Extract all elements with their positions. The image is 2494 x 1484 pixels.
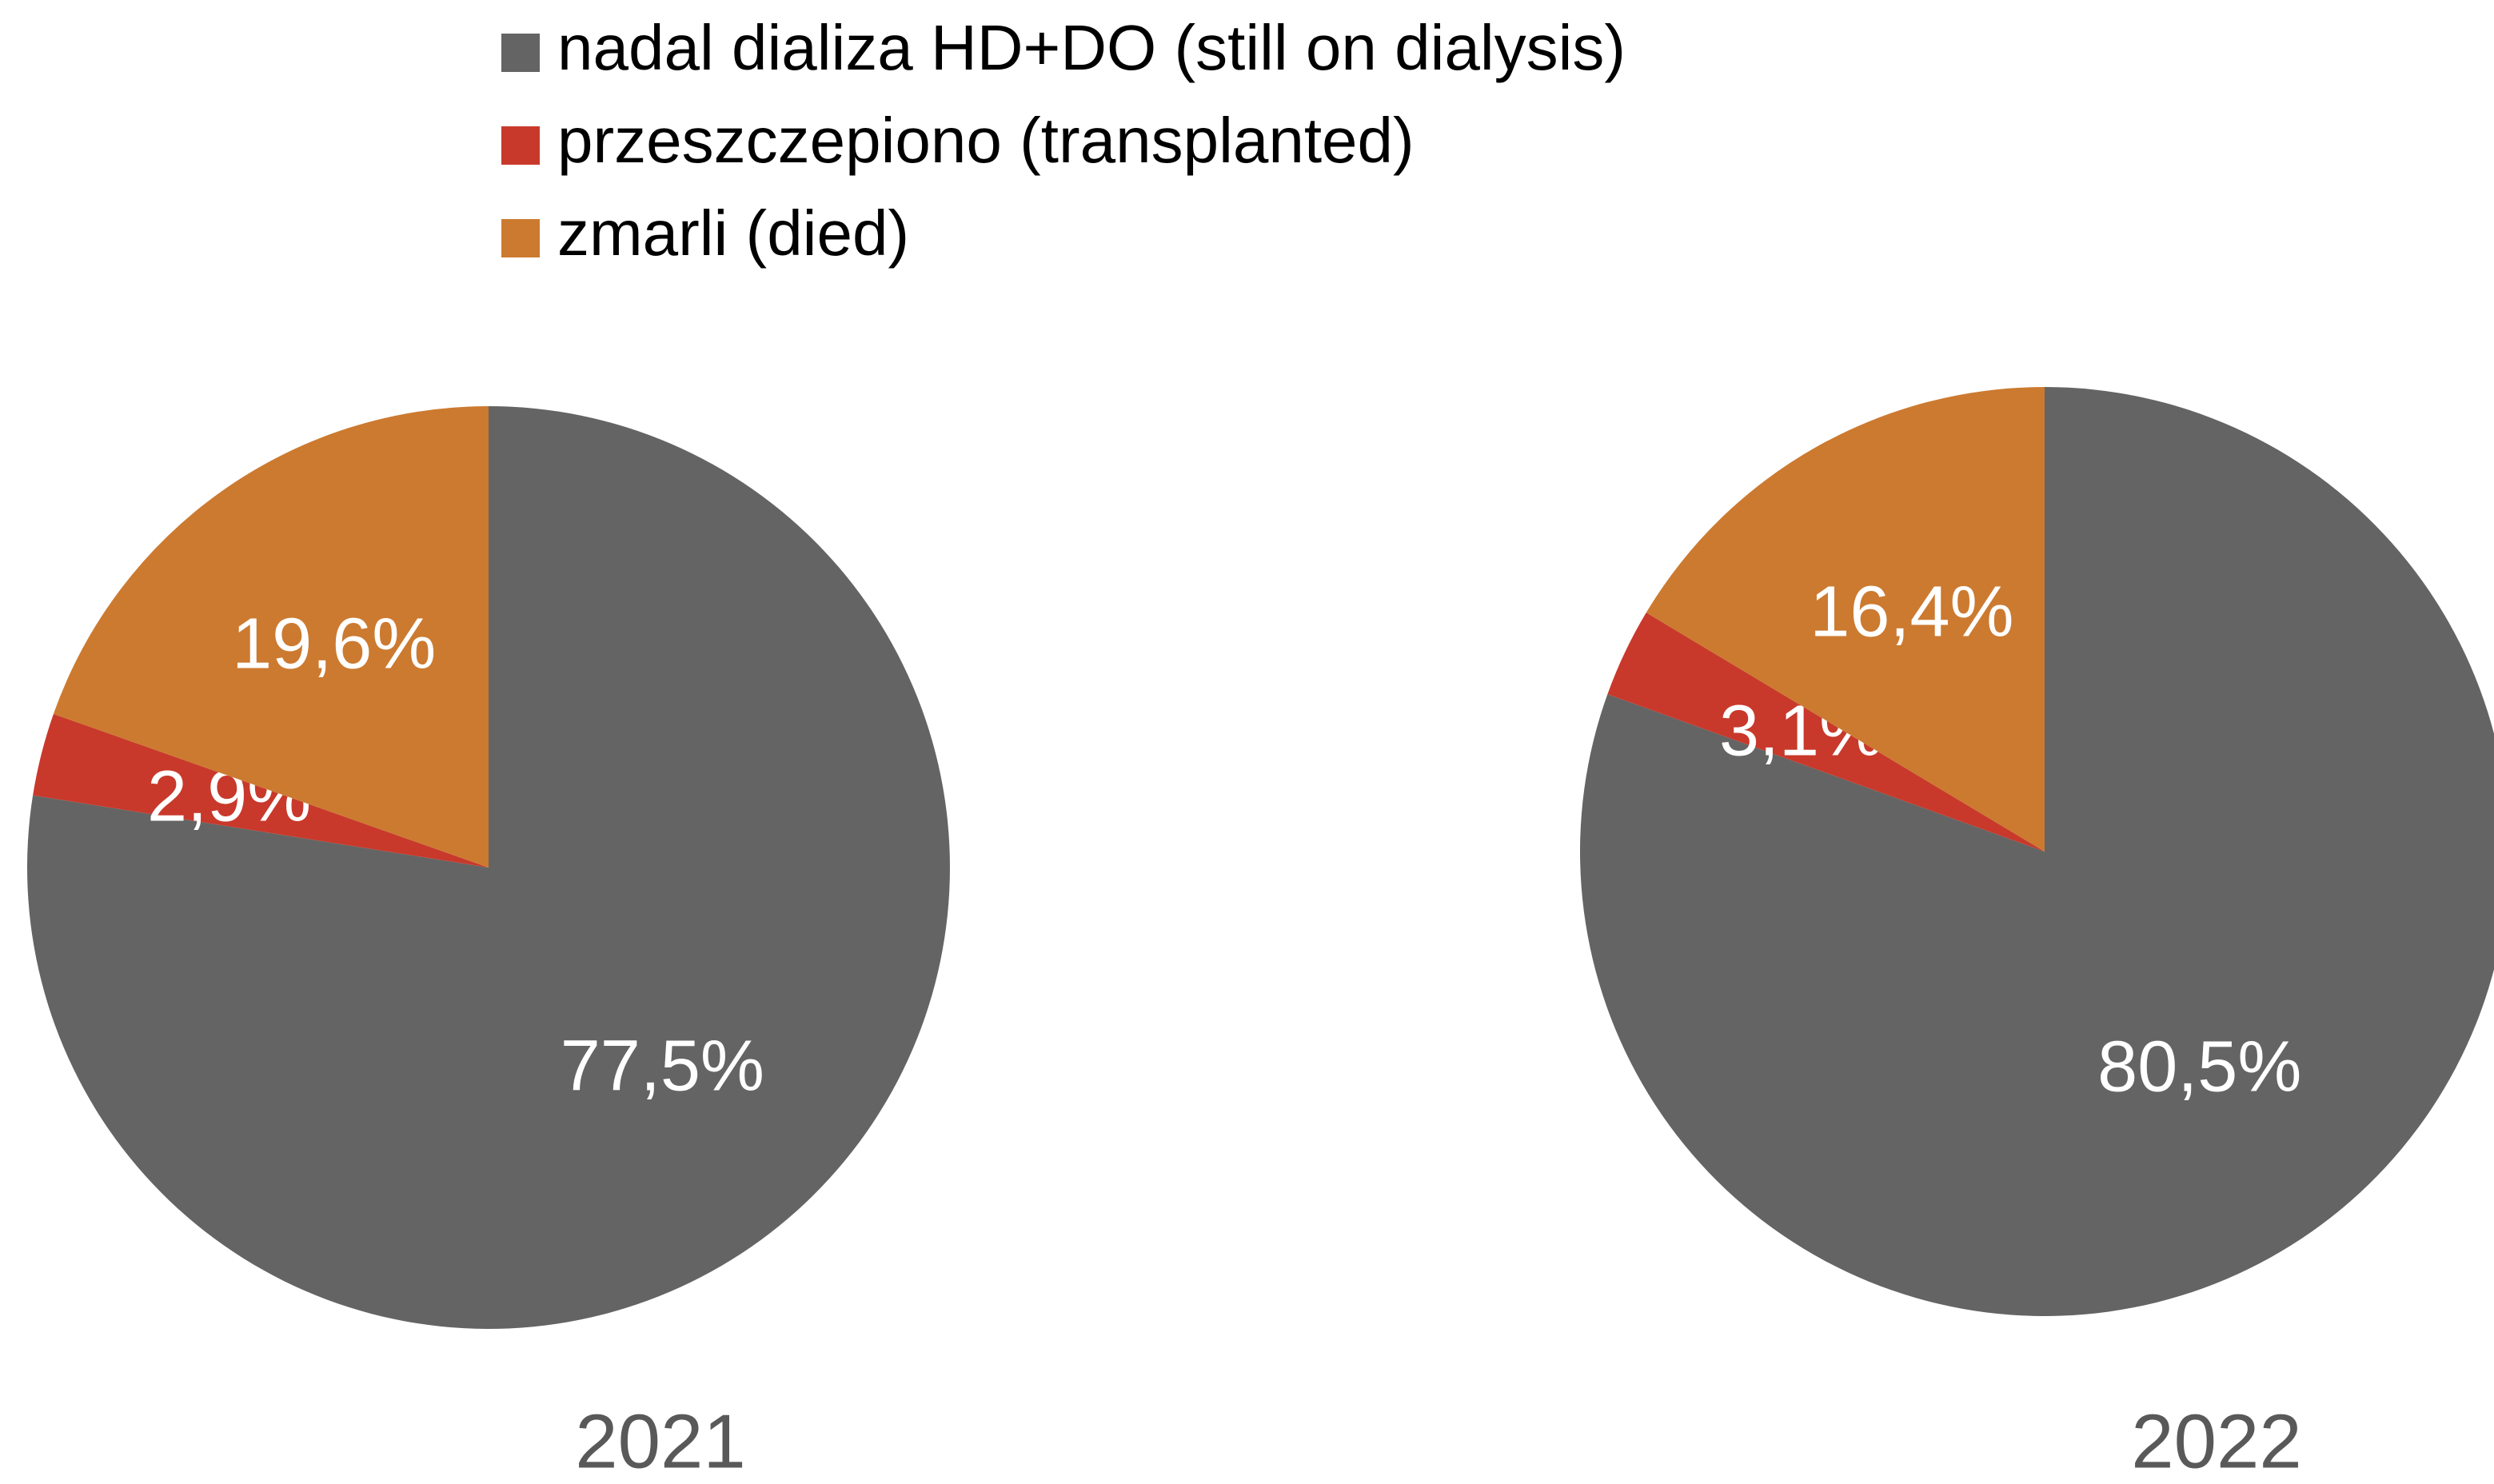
legend-label: zmarli (died) [557,197,909,269]
legend-label: nadal dializa HD+DO (still on dialysis) [557,12,1626,83]
legend-label: przeszczepiono (transplanted) [557,105,1415,176]
data-label: 16,4% [1810,572,2013,652]
legend-swatch [501,219,540,257]
data-label: 77,5% [561,1026,764,1106]
pie-slice [1607,612,2045,852]
chart-title: 2022 [2131,1398,2302,1484]
pie-slice [33,713,489,868]
pie-slice [1646,386,2045,852]
chart-title: 2021 [575,1398,746,1484]
data-label: 80,5% [2097,1027,2301,1107]
legend-swatch [501,34,540,72]
pie-slice [1580,387,2494,1316]
legend-swatch [501,126,540,165]
data-label: 19,6% [232,604,436,684]
pie-slice [53,406,489,868]
